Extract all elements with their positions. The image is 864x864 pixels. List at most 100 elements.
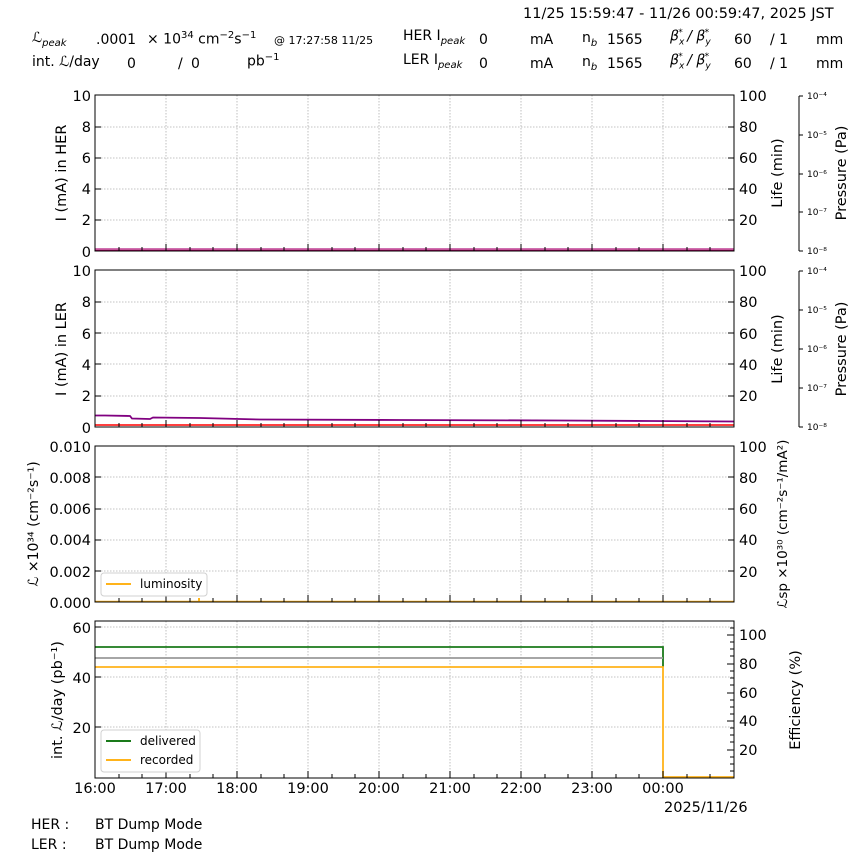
- svg-text:10⁻⁷: 10⁻⁷: [807, 384, 827, 394]
- her-nb-label: nb: [582, 30, 598, 49]
- legend-luminosity: luminosity: [140, 577, 202, 591]
- svg-text:0.008: 0.008: [49, 471, 91, 487]
- lpeak-unit: × 1034 cm−2s−1: [147, 30, 257, 48]
- svg-text:19:00: 19:00: [287, 781, 329, 797]
- svg-text:100: 100: [739, 264, 767, 280]
- ler-nb-label: nb: [582, 54, 598, 73]
- svg-text:20: 20: [739, 213, 757, 229]
- svg-text:18:00: 18:00: [216, 781, 258, 797]
- her-mode-status: BT Dump Mode: [95, 817, 203, 833]
- ler-ylabel: I (mA) in LER: [54, 302, 70, 396]
- her-ylabel: I (mA) in HER: [54, 125, 70, 222]
- lpeak-time: @ 17:27:58 11/25: [274, 34, 374, 47]
- int-lumi-recorded: 0: [191, 56, 200, 72]
- ler-mode-label: LER :: [31, 837, 67, 853]
- svg-text:100: 100: [739, 440, 767, 456]
- svg-text:10⁻⁴: 10⁻⁴: [807, 267, 827, 277]
- delivered-line: [95, 646, 664, 667]
- svg-text:10⁻⁵: 10⁻⁵: [807, 131, 827, 141]
- int-lumi-panel: 60 40 20 100 80 60 40 20 16:00 17:00 18:…: [50, 620, 804, 816]
- svg-text:0.006: 0.006: [49, 502, 91, 518]
- ler-ipeak-label: LER Ipeak: [403, 52, 463, 71]
- svg-text:60: 60: [73, 621, 91, 637]
- svg-text:10⁻⁶: 10⁻⁶: [807, 170, 827, 180]
- svg-text:0.002: 0.002: [49, 565, 91, 581]
- svg-text:10: 10: [73, 264, 91, 280]
- svg-text:21:00: 21:00: [429, 781, 471, 797]
- legend-recorded: recorded: [140, 753, 193, 767]
- her-ipeak-unit: mA: [530, 32, 554, 48]
- ler-current-line: [95, 414, 735, 423]
- svg-text:20: 20: [739, 389, 757, 405]
- time-range: 11/25 15:59:47 - 11/26 00:59:47, 2025 JS…: [523, 6, 834, 22]
- her-beta-label: βx* / βy*: [670, 28, 711, 48]
- luminosity-legend: luminosity: [100, 572, 208, 597]
- her-pressure-label: Pressure (Pa): [834, 126, 850, 221]
- ler-pressure-label: Pressure (Pa): [834, 302, 850, 397]
- svg-text:23:00: 23:00: [571, 781, 613, 797]
- lpeak-value: .0001: [96, 32, 137, 48]
- svg-text:80: 80: [739, 120, 757, 136]
- svg-text:2: 2: [82, 213, 91, 229]
- her-ipeak-label: HER Ipeak: [403, 28, 466, 47]
- svg-text:20: 20: [739, 743, 757, 759]
- svg-text:80: 80: [739, 471, 757, 487]
- svg-text:0: 0: [82, 245, 91, 261]
- ler-beta-y: / 1: [770, 56, 789, 72]
- her-ipeak-value: 0: [479, 32, 488, 48]
- her-beta-y: / 1: [770, 32, 789, 48]
- recorded-line: [95, 666, 734, 778]
- svg-text:6: 6: [82, 151, 91, 167]
- svg-text:10⁻⁸: 10⁻⁸: [807, 247, 827, 257]
- svg-text:10⁻⁴: 10⁻⁴: [807, 92, 827, 102]
- svg-text:10⁻⁸: 10⁻⁸: [807, 423, 827, 433]
- ler-ipeak-unit: mA: [530, 56, 554, 72]
- int-lumi-label: int. ℒ/day: [32, 54, 100, 70]
- svg-text:6: 6: [82, 327, 91, 343]
- svg-text:8: 8: [82, 295, 91, 311]
- svg-text:40: 40: [739, 358, 757, 374]
- svg-text:10⁻⁶: 10⁻⁶: [807, 345, 827, 355]
- xtick: 16:00: [74, 781, 116, 797]
- svg-text:60: 60: [739, 327, 757, 343]
- svg-text:10⁻⁷: 10⁻⁷: [807, 208, 827, 218]
- ler-life-label: Life (min): [770, 314, 786, 383]
- her-beta-unit: mm: [816, 32, 844, 48]
- her-life-tick: 100: [739, 89, 767, 105]
- int-lumi-sep: /: [178, 56, 183, 72]
- svg-text:10⁻⁵: 10⁻⁵: [807, 306, 827, 316]
- svg-text:0.010: 0.010: [49, 440, 91, 456]
- her-current-panel: 10 8 6 4 2 0 100 80 60 40 20 I (mA) in H…: [54, 89, 850, 261]
- her-beta-x: 60: [734, 32, 752, 48]
- int-lumi-ylabel: int. ℒ/day (pb⁻¹): [50, 641, 66, 759]
- svg-text:0: 0: [82, 421, 91, 437]
- svg-text:20: 20: [73, 721, 91, 737]
- svg-text:17:00: 17:00: [145, 781, 187, 797]
- her-ytick: 10: [73, 89, 91, 105]
- svg-text:40: 40: [73, 671, 91, 687]
- ler-beta-x: 60: [734, 56, 752, 72]
- svg-text:20: 20: [739, 565, 757, 581]
- svg-text:0.000: 0.000: [49, 596, 91, 612]
- svg-text:20:00: 20:00: [358, 781, 400, 797]
- her-mode-label: HER :: [31, 817, 70, 833]
- ler-nb-value: 1565: [607, 56, 643, 72]
- svg-text:60: 60: [739, 151, 757, 167]
- int-lumi-legend: delivered recorded: [100, 729, 201, 773]
- int-lumi-delivered: 0: [127, 56, 136, 72]
- svg-text:60: 60: [739, 686, 757, 702]
- svg-text:40: 40: [739, 533, 757, 549]
- x-date-label: 2025/11/26: [664, 800, 748, 816]
- svg-text:80: 80: [739, 295, 757, 311]
- svg-text:4: 4: [82, 358, 91, 374]
- ler-beta-unit: mm: [816, 56, 844, 72]
- svg-text:2: 2: [82, 389, 91, 405]
- svg-text:22:00: 22:00: [500, 781, 542, 797]
- svg-text:40: 40: [739, 182, 757, 198]
- ler-beta-label: βx* / βy*: [670, 52, 711, 72]
- svg-text:4: 4: [82, 182, 91, 198]
- svg-text:60: 60: [739, 502, 757, 518]
- her-nb-value: 1565: [607, 32, 643, 48]
- her-life-label: Life (min): [770, 138, 786, 207]
- svg-text:40: 40: [739, 714, 757, 730]
